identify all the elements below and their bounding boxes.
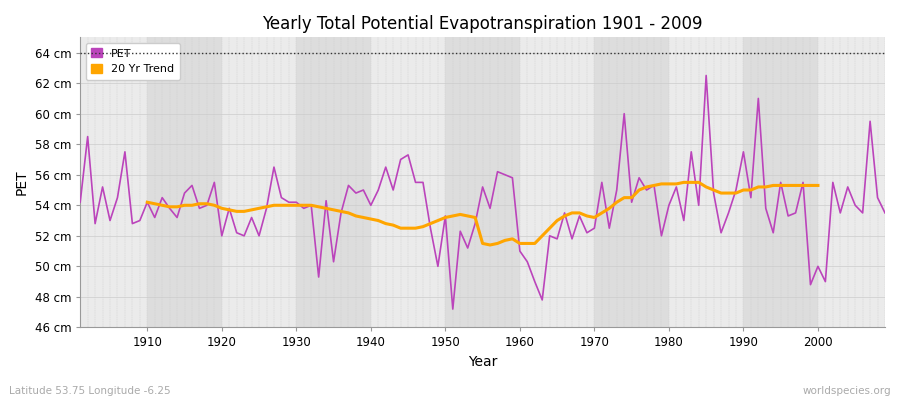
PET	[75, 200, 86, 205]
20 Yr Trend	[813, 183, 824, 188]
Line: PET: PET	[80, 76, 885, 309]
20 Yr Trend	[313, 204, 324, 209]
X-axis label: Year: Year	[468, 355, 498, 369]
PET	[515, 249, 526, 254]
Bar	[148, 37, 221, 328]
Bar	[743, 37, 818, 328]
Legend: PET, 20 Yr Trend: PET, 20 Yr Trend	[86, 43, 180, 80]
20 Yr Trend	[224, 208, 235, 212]
Bar	[446, 37, 520, 328]
20 Yr Trend	[485, 242, 496, 247]
Bar	[371, 37, 446, 328]
PET	[522, 259, 533, 264]
Text: worldspecies.org: worldspecies.org	[803, 386, 891, 396]
20 Yr Trend	[679, 180, 689, 185]
20 Yr Trend	[299, 203, 310, 208]
Title: Yearly Total Potential Evapotranspiration 1901 - 2009: Yearly Total Potential Evapotranspiratio…	[263, 15, 703, 33]
Text: Latitude 53.75 Longitude -6.25: Latitude 53.75 Longitude -6.25	[9, 386, 171, 396]
20 Yr Trend	[142, 200, 153, 205]
PET	[134, 218, 145, 223]
PET	[701, 73, 712, 78]
Bar	[73, 37, 148, 328]
PET	[299, 206, 310, 211]
Bar	[221, 37, 296, 328]
Bar	[818, 37, 885, 328]
PET	[611, 188, 622, 192]
PET	[447, 307, 458, 312]
Bar	[669, 37, 743, 328]
Line: 20 Yr Trend: 20 Yr Trend	[148, 182, 818, 245]
Y-axis label: PET: PET	[15, 170, 29, 195]
20 Yr Trend	[723, 191, 734, 196]
PET	[343, 183, 354, 188]
Bar	[296, 37, 371, 328]
20 Yr Trend	[536, 234, 547, 238]
PET	[879, 210, 890, 215]
Bar	[594, 37, 669, 328]
20 Yr Trend	[806, 183, 816, 188]
Bar	[520, 37, 594, 328]
